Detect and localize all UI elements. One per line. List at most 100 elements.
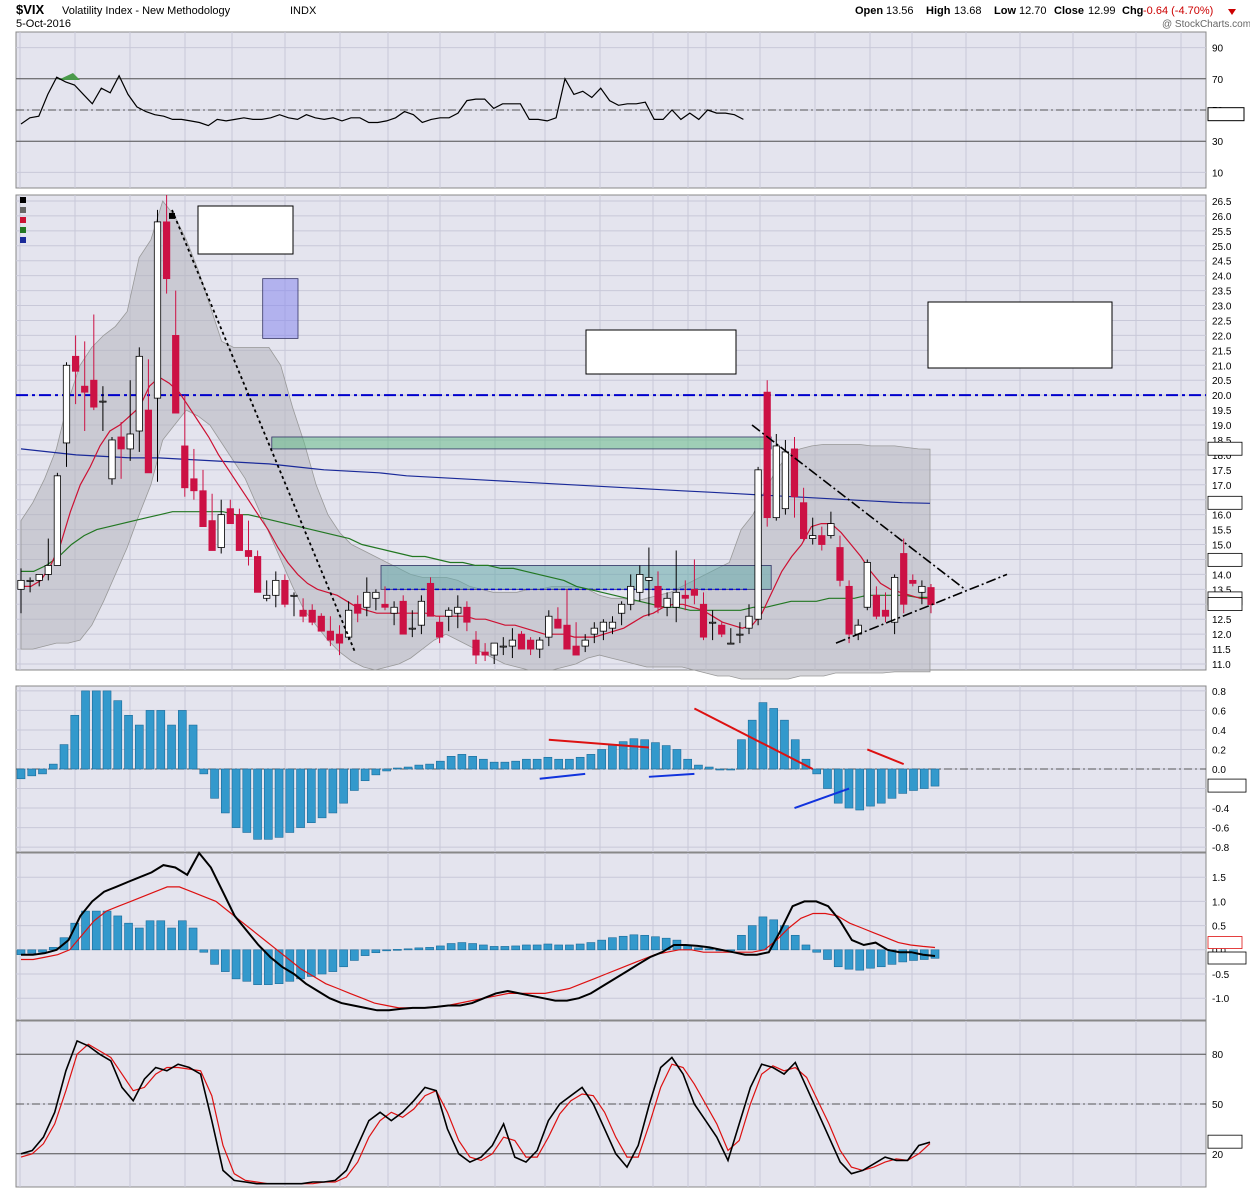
high-label: High	[926, 5, 951, 17]
y-tick-label: 15.0	[1212, 541, 1232, 552]
macd-bar	[221, 949, 230, 972]
y-tick-label: -1.0	[1212, 994, 1230, 1005]
macd-hist-bar	[48, 763, 58, 770]
candle-body	[836, 547, 844, 581]
macd-hist-bar	[586, 754, 596, 770]
macd-hist-bar	[16, 768, 26, 780]
candle-body	[481, 651, 489, 656]
macd-hist-bar	[511, 760, 520, 770]
candle-body	[545, 615, 553, 638]
macd-hist-bar	[790, 739, 800, 770]
candle-body	[226, 508, 234, 525]
y-tick-label: 0.5	[1212, 922, 1226, 933]
macd-hist-bar	[339, 768, 348, 804]
candle-body	[117, 436, 125, 450]
low-label: Low	[994, 5, 1016, 17]
price-zone-1	[271, 436, 772, 450]
macd-hist-bar	[296, 768, 305, 828]
macd-hist-bar	[812, 768, 822, 775]
candle-body	[208, 520, 216, 551]
macd-bar	[876, 949, 886, 968]
macd-bar	[177, 920, 187, 951]
candle-body	[308, 609, 316, 623]
candle-body	[408, 627, 416, 630]
close-value: 12.99	[1088, 5, 1116, 17]
candle-body	[618, 603, 626, 614]
macd-line	[21, 851, 936, 1012]
macd-hist-bar	[393, 767, 402, 770]
macd-hist-bar	[715, 768, 725, 771]
y-tick-label: 11.0	[1212, 660, 1231, 671]
macd-hist-bar	[543, 756, 553, 770]
candle-body	[35, 574, 43, 581]
candle-body	[299, 609, 307, 617]
macd-bar	[468, 943, 477, 951]
legend-swatch	[20, 207, 26, 213]
macd-hist-bar	[177, 710, 187, 770]
y-tick-label: 15.5	[1212, 526, 1232, 537]
macd-bar	[930, 949, 940, 959]
macd-hist-bar	[27, 768, 37, 777]
macd-bar	[231, 949, 241, 980]
macd-hist-bar	[199, 768, 209, 775]
candle-body	[800, 502, 808, 539]
macd-hist-bar	[307, 768, 316, 824]
macd-hist-bar	[414, 764, 424, 770]
candle-body	[144, 409, 152, 474]
y-tick-label: 23.0	[1212, 302, 1232, 313]
macd-bar	[382, 949, 391, 952]
y-tick-label: 16.0	[1212, 511, 1232, 522]
macd-hist-bar	[479, 758, 488, 770]
y-tick-label: 1.0	[1212, 897, 1226, 908]
macd-bar	[253, 949, 262, 985]
macd-bar	[264, 949, 273, 985]
macd-trend-line-2	[648, 772, 695, 778]
candle-body	[26, 579, 34, 582]
candle-body	[517, 633, 526, 650]
annotation-box-0	[197, 205, 294, 255]
y-tick-label: 25.0	[1212, 242, 1232, 253]
macd-trend-line-3	[693, 707, 814, 770]
y-tick-label: 20.5	[1212, 376, 1232, 387]
candle-body	[253, 556, 262, 593]
y-tick-label: 50	[1212, 1100, 1224, 1111]
macd-hist-bar	[59, 744, 69, 770]
candle-body	[426, 582, 435, 617]
candle-body	[900, 553, 908, 605]
macd-bar	[532, 944, 542, 951]
candle-body	[909, 579, 917, 584]
candle-body	[599, 621, 608, 632]
macd-bar	[694, 947, 703, 951]
macd-hist-bar	[457, 754, 467, 770]
candle-body	[736, 633, 744, 636]
downtrend-dotted-line	[171, 209, 356, 653]
candle-body	[244, 550, 253, 557]
macd-bar	[597, 939, 606, 951]
candle-body	[863, 562, 871, 608]
index-name: Volatility Index - New Methodology	[62, 5, 231, 17]
candle-body	[17, 579, 25, 590]
y-tick-label: 1.5	[1212, 873, 1226, 884]
y-tick-label: 0.8	[1212, 687, 1226, 698]
wedge-lower-line	[835, 573, 1008, 644]
macd-bar	[145, 920, 155, 951]
candle-body	[881, 609, 890, 617]
macd-bar	[618, 935, 628, 951]
y-tick-label: 0.6	[1212, 706, 1226, 717]
candle-body	[363, 591, 371, 608]
candle-body	[499, 645, 507, 648]
candle-body	[162, 221, 171, 280]
y-tick-label: 23.5	[1212, 287, 1232, 298]
open-label: Open	[855, 5, 883, 17]
macd-hist-bar	[597, 749, 606, 770]
macd-bar	[425, 947, 434, 951]
macd-hist-bar	[134, 724, 144, 770]
stoch-k-line	[20, 1039, 931, 1185]
macd-bar	[457, 942, 467, 951]
y-tick-label: 20	[1212, 1150, 1224, 1161]
candle-body	[135, 355, 143, 432]
macd-bar	[522, 944, 531, 951]
y-tick-label: 21.5	[1212, 346, 1232, 357]
low-value: 12.70	[1019, 5, 1047, 17]
